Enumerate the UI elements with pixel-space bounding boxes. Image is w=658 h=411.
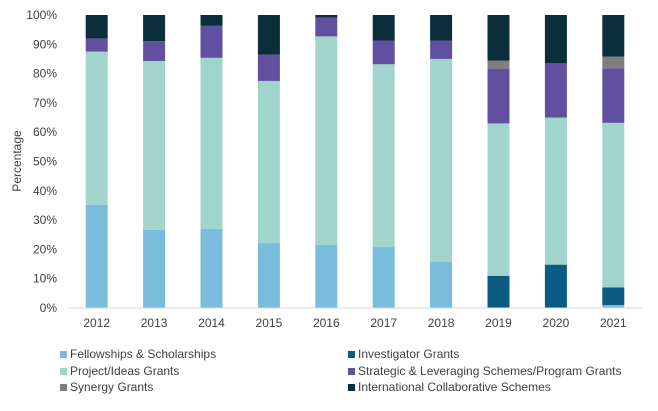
bar-segment-project-ideas-grants-2013 [143, 61, 166, 230]
bar-stack-2015 [257, 15, 280, 308]
bar-segment-international-collaborative-schemes-2017 [372, 15, 395, 41]
x-tick-label: 2014 [198, 316, 225, 330]
bar-segment-fellowships-scholarships-2012 [85, 204, 108, 308]
bar-segment-project-ideas-grants-2019 [487, 123, 510, 276]
x-tick-label: 2013 [141, 316, 168, 330]
y-axis-title: Percentage [10, 130, 24, 192]
bar-segment-project-ideas-grants-2016 [315, 36, 338, 245]
bar-segment-strategic-leveraging-schemes-program-grants-2015 [257, 54, 280, 81]
legend-label: Fellowships & Scholarships [70, 347, 216, 361]
bar-stack-2020 [544, 15, 567, 308]
y-tick-label: 30% [33, 213, 57, 227]
bar-segment-project-ideas-grants-2017 [372, 64, 395, 248]
bar-segment-project-ideas-grants-2021 [602, 122, 625, 288]
x-tick-label: 2017 [370, 316, 397, 330]
y-tick-label: 80% [33, 67, 57, 81]
bar-segment-fellowships-scholarships-2021 [602, 305, 625, 308]
legend-label: Synergy Grants [70, 380, 153, 394]
y-tick-label: 70% [33, 96, 57, 110]
legend-swatch [60, 351, 67, 358]
bar-segment-fellowships-scholarships-2017 [372, 247, 395, 308]
legend-item-strategic-leveraging-schemes-program-grants: Strategic & Leveraging Schemes/Program G… [348, 364, 621, 378]
bar-segment-strategic-leveraging-schemes-program-grants-2020 [544, 63, 567, 118]
bar-segment-international-collaborative-schemes-2019 [487, 15, 510, 61]
y-tick-label: 20% [33, 242, 57, 256]
x-tick-label: 2021 [600, 316, 627, 330]
x-axis-ticks: 2012 2013 2014 2015 2016 2017 2018 2019 2020 2021 [83, 316, 627, 330]
bar-segment-fellowships-scholarships-2014 [200, 228, 223, 308]
y-tick-label: 60% [33, 125, 57, 139]
x-tick-label: 2015 [256, 316, 283, 330]
legend-item-synergy-grants: Synergy Grants [60, 380, 153, 394]
bar-segment-strategic-leveraging-schemes-program-grants-2012 [85, 38, 108, 52]
bar-segment-strategic-leveraging-schemes-program-grants-2016 [315, 17, 338, 37]
bar-segment-strategic-leveraging-schemes-program-grants-2013 [143, 41, 166, 62]
legend-swatch [348, 384, 355, 391]
y-axis-ticks: 0% 10% 20% 30% 40% 50% 60% 70% 80% 90% 100% [26, 8, 57, 315]
bar-stack-2012 [85, 15, 108, 308]
y-tick-label: 40% [33, 184, 57, 198]
x-tick-label: 2019 [485, 316, 512, 330]
legend-swatch [348, 368, 355, 375]
bars-group [85, 15, 625, 308]
bar-segment-strategic-leveraging-schemes-program-grants-2017 [372, 40, 395, 65]
x-tick-label: 2018 [428, 316, 455, 330]
bar-segment-project-ideas-grants-2018 [430, 58, 453, 262]
legend-label: Strategic & Leveraging Schemes/Program G… [358, 364, 621, 378]
bar-segment-project-ideas-grants-2014 [200, 57, 223, 229]
bar-stack-2021 [602, 15, 625, 308]
bar-segment-fellowships-scholarships-2013 [143, 229, 166, 308]
bar-stack-2014 [200, 15, 223, 308]
bar-stack-2018 [430, 15, 453, 308]
bar-stack-2016 [315, 15, 338, 308]
bar-segment-fellowships-scholarships-2015 [257, 242, 280, 308]
bar-segment-fellowships-scholarships-2018 [430, 261, 453, 308]
y-tick-label: 50% [33, 155, 57, 169]
bar-segment-strategic-leveraging-schemes-program-grants-2014 [200, 25, 223, 58]
bar-segment-project-ideas-grants-2015 [257, 80, 280, 243]
x-tick-label: 2020 [543, 316, 570, 330]
bar-segment-investigator-grants-2021 [602, 287, 625, 306]
bar-stack-2017 [372, 15, 395, 308]
legend: Fellowships & Scholarships Investigator G… [60, 347, 621, 394]
bar-segment-fellowships-scholarships-2016 [315, 244, 338, 308]
bar-segment-strategic-leveraging-schemes-program-grants-2019 [487, 68, 510, 124]
legend-label: International Collaborative Schemes [358, 380, 551, 394]
y-tick-label: 90% [33, 37, 57, 51]
bar-segment-international-collaborative-schemes-2018 [430, 15, 453, 41]
bar-stack-2013 [143, 15, 166, 308]
bar-segment-synergy-grants-2019 [487, 60, 510, 69]
legend-label: Investigator Grants [358, 347, 459, 361]
bar-segment-international-collaborative-schemes-2021 [602, 15, 625, 57]
bar-segment-project-ideas-grants-2020 [544, 117, 567, 265]
legend-item-project-ideas-grants: Project/Ideas Grants [60, 364, 179, 378]
legend-swatch [60, 384, 67, 391]
bar-segment-synergy-grants-2021 [602, 56, 625, 69]
bar-segment-investigator-grants-2020 [544, 264, 567, 308]
bar-segment-international-collaborative-schemes-2014 [200, 15, 223, 26]
legend-item-investigator-grants: Investigator Grants [348, 347, 459, 361]
legend-item-international-collaborative-schemes: International Collaborative Schemes [348, 380, 551, 394]
y-tick-label: 10% [33, 272, 57, 286]
y-tick-label: 100% [26, 8, 57, 22]
legend-swatch [348, 351, 355, 358]
legend-label: Project/Ideas Grants [70, 364, 179, 378]
bar-segment-international-collaborative-schemes-2020 [544, 15, 567, 64]
legend-swatch [60, 368, 67, 375]
bar-stack-2019 [487, 15, 510, 308]
x-tick-label: 2012 [83, 316, 110, 330]
y-tick-label: 0% [40, 301, 58, 315]
legend-item-fellowships-scholarships: Fellowships & Scholarships [60, 347, 216, 361]
bar-segment-project-ideas-grants-2012 [85, 51, 108, 205]
bar-segment-international-collaborative-schemes-2012 [85, 15, 108, 39]
bar-segment-strategic-leveraging-schemes-program-grants-2021 [602, 68, 625, 123]
bar-segment-investigator-grants-2019 [487, 275, 510, 308]
bar-segment-international-collaborative-schemes-2015 [257, 15, 280, 55]
x-tick-label: 2016 [313, 316, 340, 330]
bar-segment-international-collaborative-schemes-2016 [315, 15, 338, 18]
bar-segment-strategic-leveraging-schemes-program-grants-2018 [430, 40, 453, 59]
bar-segment-international-collaborative-schemes-2013 [143, 15, 166, 42]
